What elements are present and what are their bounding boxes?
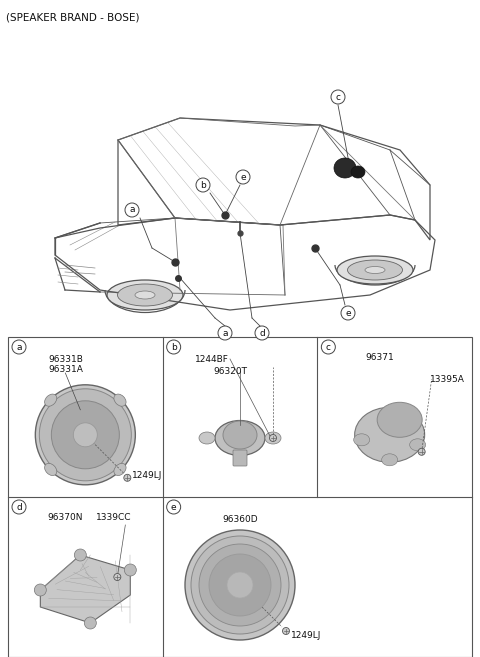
Text: a: a — [16, 342, 22, 351]
Text: b: b — [200, 181, 206, 189]
Text: c: c — [336, 93, 340, 101]
Circle shape — [283, 627, 289, 635]
Text: 96371: 96371 — [365, 353, 394, 361]
Circle shape — [321, 340, 336, 354]
Ellipse shape — [45, 463, 57, 476]
Circle shape — [227, 572, 253, 598]
Ellipse shape — [45, 394, 57, 406]
Circle shape — [35, 584, 47, 596]
Ellipse shape — [114, 394, 126, 406]
Ellipse shape — [107, 280, 183, 310]
Text: b: b — [171, 342, 177, 351]
Text: 1339CC: 1339CC — [96, 512, 131, 522]
Text: 96331B: 96331B — [48, 355, 83, 363]
Circle shape — [331, 90, 345, 104]
Circle shape — [12, 340, 26, 354]
Ellipse shape — [118, 284, 172, 306]
Bar — [8, 337, 472, 657]
Text: 96370N: 96370N — [48, 512, 83, 522]
Ellipse shape — [334, 158, 356, 178]
Polygon shape — [40, 555, 131, 623]
Text: 13395A: 13395A — [430, 374, 465, 384]
Circle shape — [12, 500, 26, 514]
Circle shape — [125, 203, 139, 217]
Circle shape — [418, 448, 425, 455]
Circle shape — [84, 617, 96, 629]
Text: 1249LJ: 1249LJ — [291, 631, 322, 641]
Circle shape — [196, 178, 210, 192]
Ellipse shape — [382, 454, 397, 466]
Circle shape — [124, 564, 136, 576]
Ellipse shape — [348, 260, 403, 280]
Text: c: c — [326, 342, 331, 351]
Circle shape — [36, 385, 135, 485]
Text: 96320T: 96320T — [213, 367, 247, 376]
Circle shape — [255, 326, 269, 340]
Ellipse shape — [199, 432, 215, 444]
Ellipse shape — [114, 463, 126, 476]
Text: e: e — [240, 173, 246, 181]
Circle shape — [185, 530, 295, 640]
Ellipse shape — [377, 402, 422, 438]
Ellipse shape — [355, 407, 425, 463]
Circle shape — [199, 544, 281, 626]
Ellipse shape — [351, 166, 365, 178]
Circle shape — [114, 574, 121, 581]
Ellipse shape — [337, 256, 413, 284]
Text: e: e — [345, 309, 351, 317]
Circle shape — [269, 434, 276, 442]
Circle shape — [73, 423, 97, 447]
Text: d: d — [16, 503, 22, 512]
Text: a: a — [129, 206, 135, 214]
Circle shape — [167, 340, 180, 354]
Ellipse shape — [265, 432, 281, 444]
Ellipse shape — [354, 434, 370, 446]
Text: 1244BF: 1244BF — [195, 355, 229, 363]
Circle shape — [218, 326, 232, 340]
Circle shape — [51, 401, 120, 469]
Circle shape — [191, 536, 289, 634]
Circle shape — [167, 500, 180, 514]
Circle shape — [74, 549, 86, 561]
Circle shape — [124, 474, 131, 482]
Text: a: a — [222, 328, 228, 338]
Text: 96360D: 96360D — [222, 514, 258, 524]
Ellipse shape — [135, 291, 155, 299]
Text: 96331A: 96331A — [48, 365, 83, 373]
Ellipse shape — [409, 439, 426, 451]
Circle shape — [236, 170, 250, 184]
Text: (SPEAKER BRAND - BOSE): (SPEAKER BRAND - BOSE) — [6, 12, 140, 22]
Ellipse shape — [215, 420, 265, 455]
Ellipse shape — [223, 421, 257, 449]
FancyBboxPatch shape — [233, 450, 247, 466]
Circle shape — [341, 306, 355, 320]
Text: e: e — [171, 503, 177, 512]
Text: 1249LJ: 1249LJ — [132, 471, 163, 480]
Circle shape — [39, 389, 132, 481]
Text: d: d — [259, 328, 265, 338]
Ellipse shape — [365, 267, 385, 273]
Circle shape — [209, 554, 271, 616]
